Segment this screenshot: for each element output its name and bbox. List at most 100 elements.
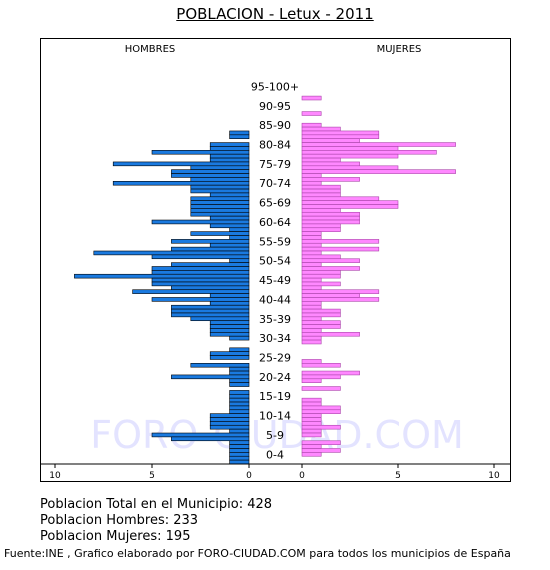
bar-mujeres-age-2 [301, 452, 322, 457]
bar-mujeres-age-50 [301, 266, 360, 271]
bar-mujeres-age-83 [301, 138, 360, 143]
bar-mujeres-age-56 [301, 242, 322, 248]
bar-mujeres-age-31 [301, 339, 322, 345]
bar-mujeres-age-64 [301, 211, 360, 217]
bar-hombres-age-77 [112, 161, 250, 167]
bar-hombres-age-73 [190, 177, 250, 182]
bar-hombres-age-60 [229, 227, 250, 232]
bar-hombres-age-76 [190, 165, 250, 170]
bar-mujeres-age-82 [301, 142, 456, 147]
bar-mujeres-age-23 [301, 370, 360, 376]
bar-hombres-age-72 [112, 181, 250, 186]
bar-mujeres-age-71 [301, 184, 341, 190]
bar-hombres-age-58 [229, 235, 250, 240]
age-label-35-39: 35-39 [259, 313, 291, 326]
age-label-25-29: 25-29 [259, 352, 291, 365]
tick-label-left-0: 10 [49, 471, 61, 481]
bar-hombres-age-14 [229, 405, 250, 411]
bar-hombres-age-21 [229, 378, 250, 383]
bar-hombres-age-55 [171, 246, 250, 252]
bar-hombres-age-52 [229, 258, 250, 263]
bar-hombres-age-69 [209, 192, 250, 198]
bar-hombres-age-57 [171, 239, 250, 244]
male-population: Poblacion Hombres: 233 [40, 513, 199, 528]
population-pyramid: FORO-CIUDAD.COM HOMBRES MUJERES 0-45-910… [40, 38, 511, 482]
bar-hombres-age-28 [209, 351, 250, 356]
bar-hombres-age-62 [151, 219, 250, 225]
bar-hombres-age-65 [190, 208, 250, 213]
bar-mujeres-age-37 [301, 316, 322, 322]
bar-mujeres-age-61 [301, 223, 341, 229]
bar-mujeres-age-36 [301, 320, 341, 325]
bar-mujeres-age-86 [301, 126, 341, 132]
bar-mujeres-age-26 [301, 359, 322, 364]
bar-mujeres-age-60 [301, 227, 341, 232]
bar-mujeres-age-66 [301, 204, 399, 209]
bar-hombres-age-23 [229, 370, 250, 376]
bar-mujeres-age-40 [301, 304, 322, 310]
right-panel-label: MUJERES [377, 44, 422, 55]
bar-mujeres-age-39 [301, 308, 341, 314]
bar-mujeres-age-78 [301, 157, 341, 163]
bar-mujeres-age-32 [301, 335, 322, 341]
tick-label-left-2: 0 [246, 471, 252, 481]
bar-mujeres-age-80 [301, 150, 437, 155]
bar-hombres-age-32 [229, 335, 250, 341]
bar-mujeres-age-90 [301, 111, 322, 116]
bar-mujeres-age-77 [301, 161, 360, 167]
hombres-bars [74, 130, 250, 465]
age-label-75-79: 75-79 [259, 158, 291, 171]
bar-mujeres-age-25 [301, 363, 341, 368]
bar-hombres-age-16 [229, 397, 250, 403]
chart-frame [40, 38, 511, 482]
age-label-15-19: 15-19 [259, 390, 291, 403]
bar-hombres-age-42 [151, 297, 250, 302]
bar-mujeres-age-87 [301, 122, 322, 128]
bar-mujeres-age-47 [301, 277, 322, 283]
age-label-80-84: 80-84 [259, 139, 291, 152]
bar-hombres-age-0 [229, 459, 250, 465]
bar-hombres-age-5 [229, 440, 250, 445]
bar-mujeres-age-79 [301, 153, 399, 159]
bar-mujeres-age-19 [301, 386, 341, 391]
bar-mujeres-age-43 [301, 293, 360, 298]
bar-hombres-age-70 [190, 188, 250, 194]
bar-mujeres-age-4 [301, 444, 322, 449]
bar-mujeres-age-7 [301, 432, 322, 438]
bar-mujeres-age-55 [301, 246, 380, 252]
bar-mujeres-age-35 [301, 324, 341, 329]
bar-mujeres-age-45 [301, 285, 322, 291]
bar-mujeres-age-9 [301, 424, 341, 430]
age-label-95-100+: 95-100+ [251, 80, 299, 93]
bar-mujeres-age-11 [301, 417, 322, 422]
age-label-0-4: 0-4 [266, 448, 284, 461]
age-label-5-9: 5-9 [266, 429, 284, 442]
bar-mujeres-age-22 [301, 374, 341, 380]
bar-mujeres-age-67 [301, 200, 399, 205]
bar-mujeres-age-5 [301, 440, 341, 445]
bar-mujeres-age-12 [301, 413, 322, 418]
tick-label-right-2: 10 [488, 471, 500, 481]
bar-mujeres-age-16 [301, 397, 322, 403]
bar-hombres-age-4 [229, 444, 250, 449]
bar-mujeres-age-74 [301, 173, 322, 178]
bar-hombres-age-34 [209, 328, 250, 333]
bar-hombres-age-51 [171, 262, 250, 267]
bar-hombres-age-38 [171, 312, 250, 318]
bar-hombres-age-75 [171, 169, 250, 174]
bar-hombres-age-37 [190, 316, 250, 322]
bar-mujeres-age-8 [301, 428, 322, 434]
mujeres-bars [301, 95, 456, 457]
bar-hombres-age-54 [93, 250, 250, 256]
tick-label-right-1: 5 [395, 471, 401, 481]
bar-mujeres-age-38 [301, 312, 341, 318]
bar-mujeres-age-65 [301, 208, 341, 213]
bar-mujeres-age-46 [301, 281, 341, 287]
bar-mujeres-age-69 [301, 192, 341, 198]
bar-hombres-age-45 [171, 285, 250, 291]
bar-mujeres-age-58 [301, 235, 322, 240]
bar-hombres-age-74 [171, 173, 250, 178]
bar-mujeres-age-76 [301, 165, 399, 170]
bar-mujeres-age-42 [301, 297, 380, 302]
bar-mujeres-age-63 [301, 215, 360, 221]
